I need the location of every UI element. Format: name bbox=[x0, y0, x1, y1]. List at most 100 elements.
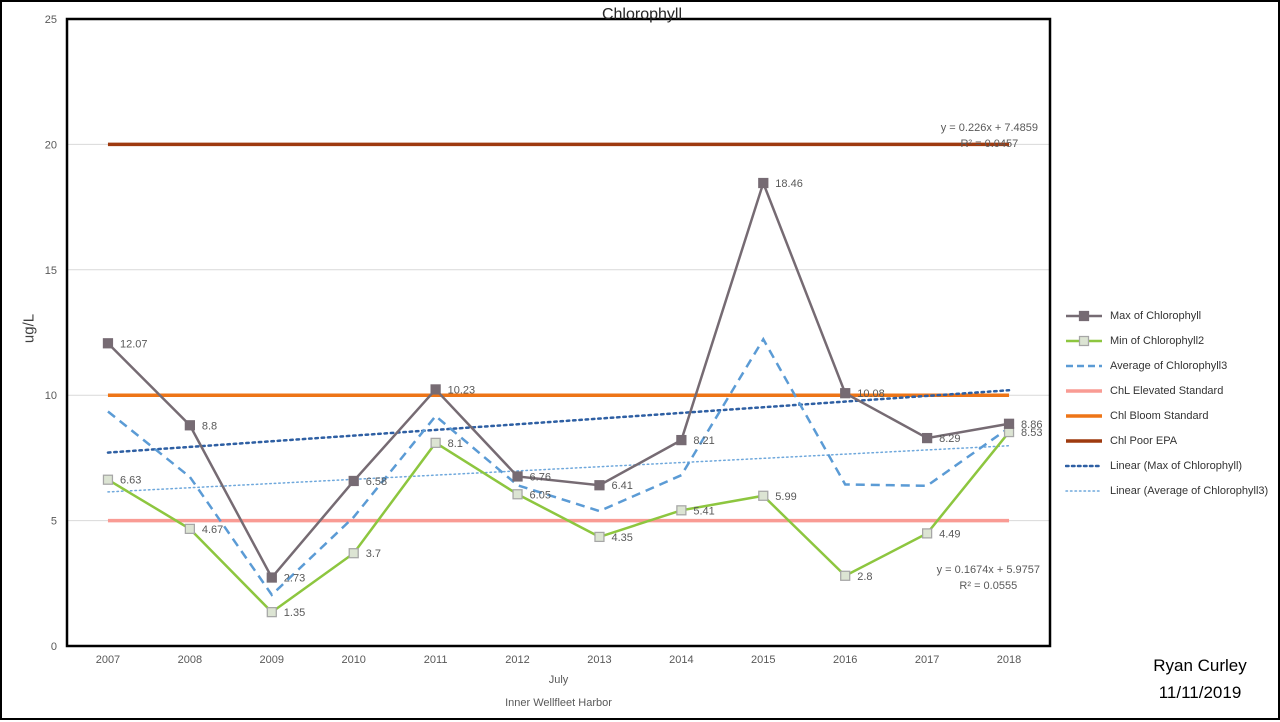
data-label: 4.49 bbox=[939, 528, 960, 540]
series-marker-min-of-chlorophyll2 bbox=[348, 548, 359, 559]
data-label: 6.76 bbox=[530, 471, 551, 483]
series-line-max-of-chlorophyll bbox=[107, 179, 1010, 580]
y-tick-label: 15 bbox=[45, 265, 57, 277]
legend-label-linear-average-of-chlorophyll3-: Linear (Average of Chlorophyll3) bbox=[1110, 484, 1269, 497]
legend-item-linear-average-of-chlorophyll3-: Linear (Average of Chlorophyll3) bbox=[1065, 478, 1280, 503]
series-marker-max-of-chlorophyll bbox=[840, 388, 851, 399]
data-label: 3.7 bbox=[366, 548, 381, 560]
series-marker-max-of-chlorophyll bbox=[102, 338, 114, 349]
x-tick-label: 2008 bbox=[178, 654, 202, 666]
trendline-equation-average-r2: R² = 0.0555 bbox=[959, 580, 1018, 592]
data-label: 4.67 bbox=[202, 524, 223, 536]
series-marker-min-of-chlorophyll2 bbox=[102, 474, 114, 485]
trendline-equation-average-formula: y = 0.1674x + 5.9757 bbox=[936, 564, 1040, 576]
series-marker-max-of-chlorophyll bbox=[1003, 418, 1015, 429]
data-label: 6.63 bbox=[120, 475, 141, 487]
data-label: 10.23 bbox=[448, 384, 476, 396]
data-label: 12.07 bbox=[120, 338, 148, 350]
legend-swatch-average-of-chlorophyll3 bbox=[1066, 364, 1102, 367]
data-label: 8.86 bbox=[1021, 419, 1042, 431]
author-annotation: Ryan Curley 11/11/2019 bbox=[1122, 652, 1278, 706]
legend-swatch-chl-poor-epa bbox=[1066, 438, 1102, 443]
x-tick-label: 2014 bbox=[669, 654, 693, 666]
series-marker-min-of-chlorophyll2 bbox=[922, 528, 933, 539]
data-label: 6.41 bbox=[611, 480, 632, 492]
legend-swatch-chl-elevated-standard bbox=[1066, 388, 1102, 393]
x-axis-title-location: Inner Wellfleet Harbor bbox=[505, 697, 612, 709]
legend-label-linear-max-of-chlorophyll-: Linear (Max of Chlorophyll) bbox=[1110, 459, 1243, 472]
legend-item-chl-bloom-standard: Chl Bloom Standard bbox=[1065, 403, 1280, 428]
legend-swatch-linear-max-of-chlorophyll- bbox=[1065, 464, 1103, 467]
data-label: 6.58 bbox=[366, 476, 387, 488]
y-tick-label: 0 bbox=[51, 641, 57, 653]
y-tick-label: 5 bbox=[51, 516, 57, 528]
trendline-equation-max-formula: y = 0.226x + 7.4859 bbox=[940, 122, 1038, 134]
series-marker-max-of-chlorophyll bbox=[512, 471, 523, 482]
data-label: 8.29 bbox=[939, 433, 960, 445]
trendline-average bbox=[107, 444, 1010, 493]
series-marker-min-of-chlorophyll2 bbox=[676, 505, 687, 516]
y-tick-label: 10 bbox=[45, 390, 57, 402]
x-tick-label: 2010 bbox=[341, 654, 365, 666]
chart-title: Chlorophyll bbox=[601, 6, 683, 23]
data-label: 6.05 bbox=[530, 489, 551, 501]
x-tick-label: 2009 bbox=[260, 654, 284, 666]
legend-swatch-min-of-chlorophyll2 bbox=[1066, 335, 1102, 346]
series-marker-max-of-chlorophyll bbox=[266, 572, 277, 583]
author-name: Ryan Curley bbox=[1153, 656, 1247, 675]
legend-item-max-of-chlorophyll: Max of Chlorophyll bbox=[1065, 303, 1280, 328]
legend-item-linear-max-of-chlorophyll-: Linear (Max of Chlorophyll) bbox=[1065, 453, 1280, 478]
x-tick-label: 2011 bbox=[424, 654, 448, 666]
data-label: 8.8 bbox=[202, 420, 217, 432]
series-marker-min-of-chlorophyll2 bbox=[1003, 426, 1015, 438]
x-axis-title-july: July bbox=[548, 674, 569, 686]
data-label: 5.99 bbox=[775, 491, 796, 503]
x-tick-label: 2012 bbox=[505, 654, 529, 666]
data-label: 4.35 bbox=[611, 532, 632, 544]
series-marker-max-of-chlorophyll bbox=[676, 434, 687, 446]
data-label: 8.53 bbox=[1021, 427, 1042, 439]
series-line-min-of-chlorophyll2 bbox=[107, 431, 1011, 614]
series-marker-min-of-chlorophyll2 bbox=[266, 607, 277, 618]
series-marker-min-of-chlorophyll2 bbox=[758, 490, 769, 501]
legend-label-min-of-chlorophyll2: Min of Chlorophyll2 bbox=[1110, 334, 1205, 347]
legend-swatch-chl-bloom-standard bbox=[1066, 413, 1102, 418]
x-tick-label: 2007 bbox=[96, 654, 120, 666]
series-marker-max-of-chlorophyll bbox=[430, 384, 441, 395]
legend-label-chl-bloom-standard: Chl Bloom Standard bbox=[1110, 409, 1209, 422]
series-line-average-of-chlorophyll3 bbox=[107, 336, 1010, 597]
plot-border bbox=[65, 17, 1052, 648]
legend-item-chl-poor-epa: Chl Poor EPA bbox=[1065, 428, 1280, 453]
data-label: 1.35 bbox=[284, 607, 305, 619]
legend: Max of Chlorophyll Min of Chlorophyll2 Ave… bbox=[1065, 303, 1280, 503]
legend-label-max-of-chlorophyll: Max of Chlorophyll bbox=[1110, 309, 1202, 322]
y-axis-title: ug/L bbox=[20, 313, 38, 344]
series-marker-min-of-chlorophyll2 bbox=[512, 489, 523, 500]
data-label: 18.46 bbox=[775, 178, 803, 190]
x-tick-label: 2015 bbox=[751, 654, 775, 666]
trendline-equation-max: y = 0.226x + 7.4859 R² = 0.0457 bbox=[941, 120, 1038, 152]
data-label: 2.73 bbox=[284, 573, 305, 585]
legend-swatch-linear-average-of-chlorophyll3- bbox=[1065, 489, 1103, 492]
legend-item-min-of-chlorophyll2: Min of Chlorophyll2 bbox=[1065, 328, 1280, 353]
series-marker-min-of-chlorophyll2 bbox=[184, 523, 195, 535]
legend-label-average-of-chlorophyll3: Average of Chlorophyll3 bbox=[1110, 359, 1228, 372]
x-tick-label: 2018 bbox=[997, 654, 1021, 666]
legend-swatch-max-of-chlorophyll bbox=[1066, 310, 1102, 321]
series-marker-max-of-chlorophyll bbox=[184, 420, 195, 431]
y-tick-label: 25 bbox=[45, 14, 57, 26]
trendline-equation-average: y = 0.1674x + 5.9757 R² = 0.0555 bbox=[937, 562, 1040, 594]
data-label: 8.21 bbox=[693, 435, 714, 447]
x-tick-label: 2016 bbox=[833, 654, 857, 666]
series-marker-min-of-chlorophyll2 bbox=[594, 531, 605, 543]
data-label: 10.08 bbox=[857, 388, 885, 400]
series-marker-min-of-chlorophyll2 bbox=[840, 570, 851, 581]
series-marker-max-of-chlorophyll bbox=[594, 480, 605, 491]
series-marker-max-of-chlorophyll bbox=[348, 475, 359, 487]
legend-label-chl-poor-epa: Chl Poor EPA bbox=[1110, 434, 1178, 447]
author-date: 11/11/2019 bbox=[1158, 683, 1242, 702]
data-label: 2.8 bbox=[857, 571, 872, 583]
legend-item-average-of-chlorophyll3: Average of Chlorophyll3 bbox=[1065, 353, 1280, 378]
